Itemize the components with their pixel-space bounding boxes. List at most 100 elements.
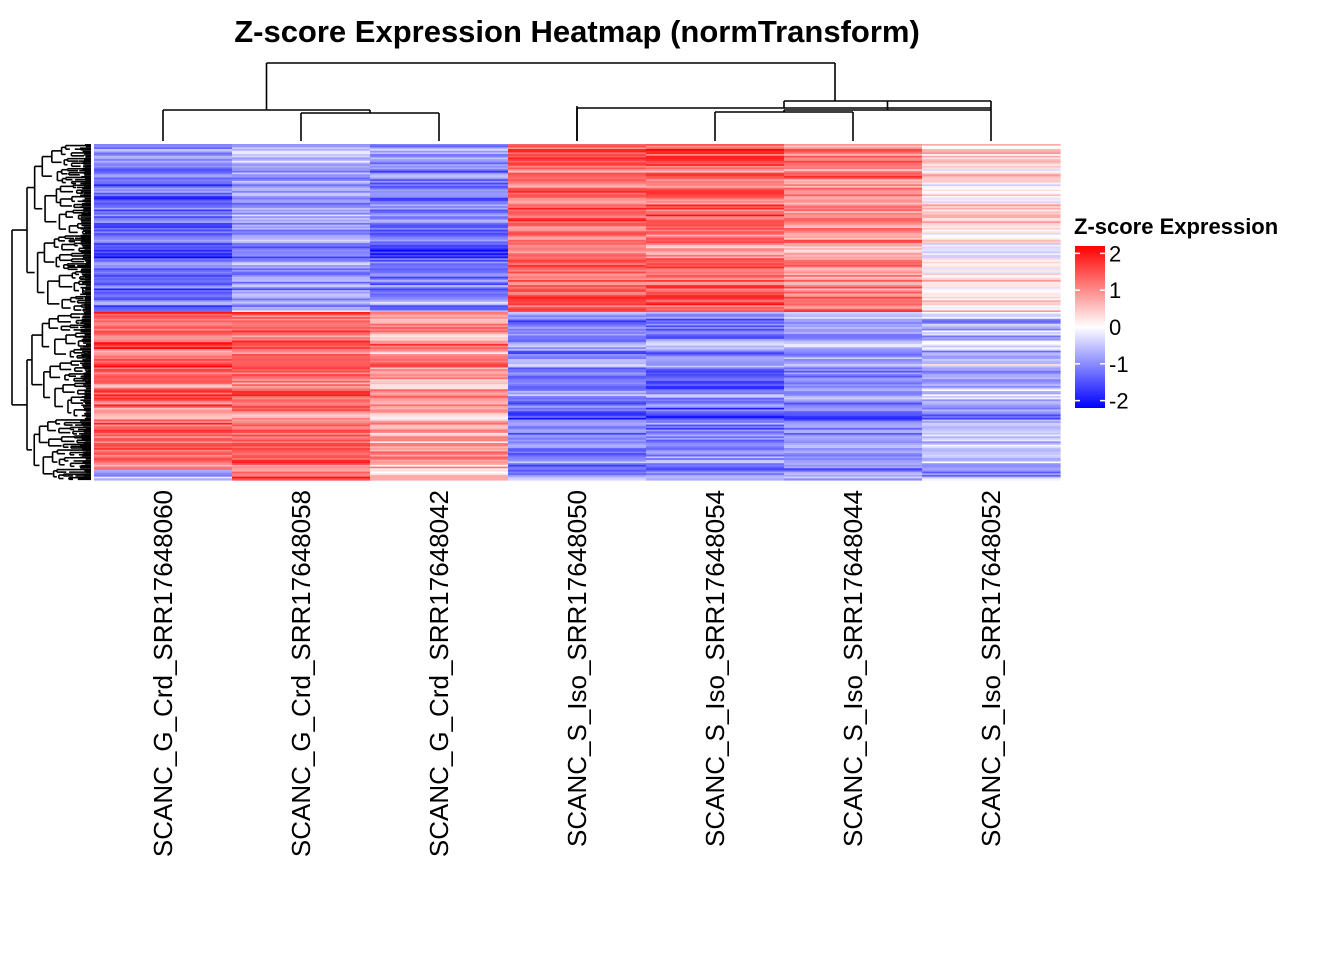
heatmap-cell — [508, 254, 647, 258]
heatmap-cell — [646, 179, 785, 182]
heatmap-cell — [508, 441, 647, 444]
heatmap-cell — [370, 384, 509, 387]
heatmap-cell — [784, 372, 923, 375]
heatmap-cell — [784, 389, 923, 392]
heatmap-cell — [94, 313, 233, 316]
heatmap-cell — [370, 401, 509, 404]
heatmap-cell — [922, 191, 1061, 194]
heatmap-cell — [232, 315, 371, 318]
heatmap-cell — [922, 342, 1061, 345]
heatmap-cell — [370, 263, 509, 266]
heatmap-cell — [370, 370, 509, 374]
heatmap-cell — [370, 439, 509, 442]
heatmap-cell — [784, 454, 923, 458]
heatmap-cell — [232, 374, 371, 377]
heatmap-cell — [922, 162, 1061, 165]
heatmap-cell — [508, 429, 647, 432]
heatmap-cell — [370, 236, 509, 239]
heatmap-cell — [508, 375, 647, 379]
heatmap-cell — [232, 204, 371, 207]
heatmap-cell — [370, 228, 509, 231]
heatmap-cell — [508, 325, 647, 328]
heatmap-cell — [922, 256, 1061, 259]
heatmap-cell — [784, 365, 923, 369]
heatmap-cell — [784, 412, 923, 416]
heatmap-cell — [94, 266, 233, 269]
heatmap-cell — [508, 186, 647, 189]
heatmap-cell — [784, 453, 923, 456]
heatmap-cell — [94, 300, 233, 303]
heatmap-cell — [370, 276, 509, 279]
heatmap-cell — [370, 174, 509, 177]
heatmap-cell — [646, 263, 785, 266]
heatmap-cell — [646, 313, 785, 316]
heatmap-cell — [508, 451, 647, 454]
heatmap-cell — [784, 474, 923, 478]
heatmap-cell — [508, 397, 647, 400]
heatmap-cell — [508, 327, 647, 330]
heatmap-cell — [646, 224, 785, 227]
heatmap-cell — [370, 332, 509, 335]
heatmap-cell — [922, 325, 1061, 328]
heatmap-cell — [646, 473, 785, 476]
heatmap-cell — [646, 280, 785, 283]
heatmap-cell — [922, 443, 1061, 446]
heatmap-cell — [94, 409, 233, 412]
heatmap-cell — [94, 340, 233, 343]
heatmap-cell — [370, 421, 509, 424]
heatmap-cell — [232, 281, 371, 285]
heatmap-cell — [508, 362, 647, 365]
heatmap-cell — [784, 451, 923, 454]
heatmap-cell — [784, 241, 923, 244]
heatmap-cell — [232, 144, 371, 147]
heatmap-cell — [646, 412, 785, 416]
heatmap-cell — [232, 154, 371, 157]
heatmap-cell — [646, 436, 785, 439]
heatmap-cell — [784, 414, 923, 417]
heatmap-cell — [508, 177, 647, 180]
heatmap-cell — [370, 404, 509, 407]
heatmap-cell — [94, 347, 233, 350]
heatmap-cell — [646, 172, 785, 175]
heatmap-cell — [646, 170, 785, 174]
heatmap-cell — [508, 471, 647, 474]
heatmap-cell — [370, 164, 509, 167]
heatmap-cell — [922, 273, 1061, 276]
heatmap-cell — [646, 152, 785, 155]
column-label: SCANC_S_Iso_SRR17648052 — [976, 490, 1006, 847]
heatmap-cell — [94, 406, 233, 409]
legend-tick-label: 2 — [1109, 241, 1121, 266]
heatmap-cell — [646, 402, 785, 405]
heatmap-cell — [646, 469, 785, 473]
heatmap-cell — [232, 384, 371, 387]
heatmap-cell — [784, 370, 923, 374]
heatmap-cell — [94, 209, 233, 212]
heatmap-cell — [370, 399, 509, 402]
heatmap-cell — [508, 189, 647, 192]
heatmap-cell — [94, 332, 233, 335]
heatmap-cell — [784, 177, 923, 180]
heatmap-cell — [94, 219, 233, 222]
heatmap-cell — [508, 222, 647, 226]
heatmap-cell — [94, 369, 233, 372]
heatmap-cell — [922, 320, 1061, 323]
heatmap-cell — [784, 238, 923, 241]
heatmap-cell — [508, 348, 647, 352]
heatmap-cell — [508, 367, 647, 370]
heatmap-cell — [232, 443, 371, 446]
heatmap-cell — [784, 170, 923, 174]
heatmap-cell — [784, 172, 923, 175]
heatmap-cell — [784, 191, 923, 194]
heatmap-cell — [508, 283, 647, 286]
heatmap-cell — [922, 221, 1061, 224]
heatmap-cell — [922, 389, 1061, 392]
heatmap-cell — [784, 298, 923, 301]
heatmap-cell — [646, 199, 785, 202]
heatmap-cell — [370, 424, 509, 427]
heatmap-cell — [508, 464, 647, 468]
heatmap-cell — [784, 449, 923, 453]
heatmap-cell — [232, 275, 371, 278]
heatmap-cell — [508, 293, 647, 296]
heatmap-cell — [922, 374, 1061, 377]
heatmap-cell — [784, 164, 923, 167]
